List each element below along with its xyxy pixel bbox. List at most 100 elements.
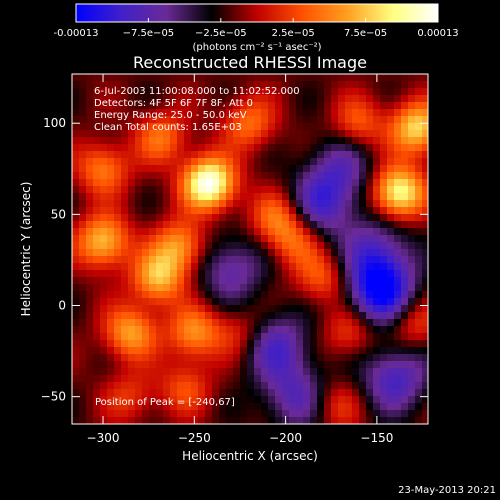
heatmap-cell (338, 172, 346, 180)
heatmap-cell (163, 396, 171, 404)
heatmap-cell (422, 200, 428, 208)
heatmap-cell (184, 158, 192, 166)
heatmap-cell (219, 228, 227, 236)
heatmap-cell (226, 284, 234, 292)
heatmap-cell (373, 368, 381, 376)
heatmap-cell (310, 228, 318, 236)
heatmap-cell (359, 354, 367, 362)
heatmap-cell (268, 88, 276, 96)
heatmap-cell (268, 158, 276, 166)
heatmap-cell (268, 235, 276, 243)
heatmap-cell (415, 74, 423, 82)
heatmap-cell (422, 410, 428, 418)
heatmap-cell (303, 144, 311, 152)
heatmap-cell (415, 249, 423, 257)
heatmap-cell (352, 179, 360, 187)
heatmap-cell (219, 291, 227, 299)
heatmap-cell (394, 137, 402, 145)
heatmap-cell (296, 186, 304, 194)
heatmap-cell (226, 368, 234, 376)
heatmap-cell (149, 382, 157, 390)
heatmap-cell (205, 340, 213, 348)
heatmap-cell (324, 375, 332, 383)
heatmap-cell (338, 298, 346, 306)
heatmap-cell (135, 277, 143, 285)
heatmap-cell (394, 396, 402, 404)
heatmap-cell (310, 263, 318, 271)
heatmap-cell (303, 382, 311, 390)
heatmap-cell (380, 144, 388, 152)
heatmap-cell (198, 179, 206, 187)
heatmap-cell (114, 214, 122, 222)
heatmap-cell (72, 382, 80, 390)
heatmap-cell (184, 270, 192, 278)
heatmap-cell (366, 284, 374, 292)
heatmap-cell (317, 291, 325, 299)
heatmap-cell (317, 123, 325, 131)
heatmap-cell (149, 305, 157, 313)
heatmap-cell (100, 81, 108, 89)
heatmap-cell (422, 277, 428, 285)
heatmap-cell (219, 284, 227, 292)
heatmap-cell (275, 74, 283, 82)
heatmap-cell (219, 144, 227, 152)
heatmap-cell (401, 270, 409, 278)
heatmap-cell (324, 102, 332, 110)
heatmap-cell (261, 214, 269, 222)
heatmap-cell (359, 389, 367, 397)
heatmap-cell (233, 417, 241, 424)
heatmap-cell (240, 95, 248, 103)
heatmap-cell (422, 74, 428, 82)
heatmap-cell (408, 116, 416, 124)
heatmap-cell (282, 333, 290, 341)
heatmap-cell (261, 389, 269, 397)
heatmap-cell (198, 417, 206, 424)
heatmap-cell (289, 95, 297, 103)
heatmap-cell (317, 256, 325, 264)
heatmap-cell (268, 326, 276, 334)
heatmap-cell (359, 305, 367, 313)
heatmap-cell (219, 396, 227, 404)
heatmap-cell (128, 221, 136, 229)
heatmap-cell (387, 123, 395, 131)
heatmap-cell (128, 88, 136, 96)
heatmap-cell (93, 214, 101, 222)
heatmap-cell (128, 417, 136, 424)
heatmap-cell (310, 417, 318, 424)
heatmap-cell (380, 298, 388, 306)
heatmap-cell (191, 165, 199, 173)
heatmap-cell (254, 284, 262, 292)
heatmap-cell (86, 102, 94, 110)
heatmap-cell (310, 305, 318, 313)
heatmap-cell (177, 172, 185, 180)
heatmap-cell (247, 193, 255, 201)
heatmap-cell (289, 270, 297, 278)
heatmap-cell (268, 333, 276, 341)
heatmap-cell (156, 382, 164, 390)
heatmap-cell (289, 396, 297, 404)
heatmap-cell (233, 158, 241, 166)
heatmap-cell (268, 396, 276, 404)
heatmap-cell (261, 109, 269, 117)
heatmap-cell (177, 151, 185, 159)
heatmap-cell (247, 74, 255, 82)
heatmap-cell (317, 116, 325, 124)
heatmap-cell (282, 88, 290, 96)
heatmap-cell (149, 151, 157, 159)
heatmap-cell (156, 158, 164, 166)
heatmap-cell (163, 368, 171, 376)
heatmap-cell (415, 95, 423, 103)
heatmap-cell (324, 249, 332, 257)
heatmap-cell (317, 417, 325, 424)
heatmap-cell (331, 319, 339, 327)
heatmap-cell (226, 417, 234, 424)
heatmap-cell (394, 179, 402, 187)
heatmap-cell (289, 200, 297, 208)
heatmap-cell (72, 137, 80, 145)
heatmap-cell (114, 193, 122, 201)
heatmap-cell (282, 95, 290, 103)
heatmap-cell (331, 200, 339, 208)
heatmap-cell (324, 179, 332, 187)
heatmap-cell (219, 221, 227, 229)
heatmap-cell (212, 410, 220, 418)
